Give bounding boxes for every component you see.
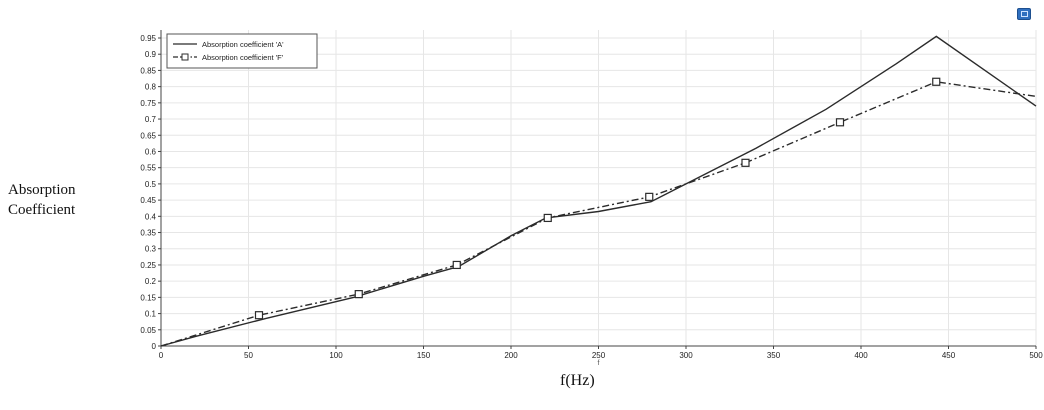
series-2-marker — [254, 311, 264, 320]
y-tick-label: 0.65 — [140, 131, 156, 140]
x-tick-label: 0 — [159, 351, 164, 360]
y-tick-label: 0.35 — [140, 229, 156, 238]
series-line-1 — [160, 35, 1037, 347]
screenshot-icon[interactable] — [1017, 8, 1031, 20]
x-tick-label: 450 — [942, 351, 956, 360]
x-axis-small-label: f — [598, 360, 600, 367]
y-axis-label: Absorption Coefficient — [8, 180, 76, 220]
y-axis-label-line-2: Coefficient — [8, 202, 76, 218]
legend-box — [166, 33, 318, 69]
y-tick-label: 0.85 — [140, 66, 156, 75]
y-tick-label: 0.95 — [140, 34, 156, 43]
y-tick-label: 0.1 — [145, 310, 157, 319]
y-tick-label: 0.9 — [145, 50, 157, 59]
y-axis-label-line-1: Absorption — [8, 182, 76, 198]
y-tick-label: 0.15 — [140, 293, 156, 302]
y-tick-label: 0 — [152, 342, 157, 351]
y-tick-label: 0.8 — [145, 83, 157, 92]
y-tick-label: 0.3 — [145, 245, 157, 254]
x-tick-label: 400 — [854, 351, 868, 360]
y-tick-label: 0.7 — [145, 115, 157, 124]
x-tick-label: 50 — [244, 351, 253, 360]
y-tick-label: 0.4 — [145, 212, 157, 221]
series-2-marker — [543, 213, 552, 223]
x-tick-label: 200 — [504, 351, 518, 360]
y-tick-label: 0.6 — [145, 147, 157, 156]
y-tick-label: 0.5 — [145, 180, 157, 189]
series-2-marker — [741, 158, 750, 167]
y-tick-label: 0.05 — [140, 326, 156, 335]
x-tick-label: 150 — [417, 351, 431, 360]
legend-marker-2 — [181, 53, 189, 61]
x-tick-label: 500 — [1029, 351, 1043, 360]
series-2-marker — [452, 260, 461, 270]
x-tick-label: 100 — [329, 351, 343, 360]
x-tick-label: 350 — [767, 351, 781, 360]
legend-label-1: Absorption coefficient 'A' — [202, 40, 284, 49]
y-tick-label: 0.55 — [140, 164, 156, 173]
y-tick-label: 0.2 — [145, 277, 157, 286]
series-2-marker — [645, 192, 654, 201]
series-line-2 — [160, 81, 1037, 347]
legend-label-2: Absorption coefficient 'F' — [202, 53, 284, 62]
x-tick-label: 300 — [679, 351, 693, 360]
x-axis-label: f(Hz) — [560, 372, 595, 389]
y-tick-label: 0.45 — [140, 196, 156, 205]
y-tick-label: 0.75 — [140, 99, 156, 108]
series-2-marker — [835, 118, 845, 127]
y-tick-label: 0.25 — [140, 261, 156, 270]
x-tick-label: 250 — [592, 351, 606, 360]
series-2-marker — [354, 290, 363, 299]
series-2-marker — [932, 77, 941, 86]
